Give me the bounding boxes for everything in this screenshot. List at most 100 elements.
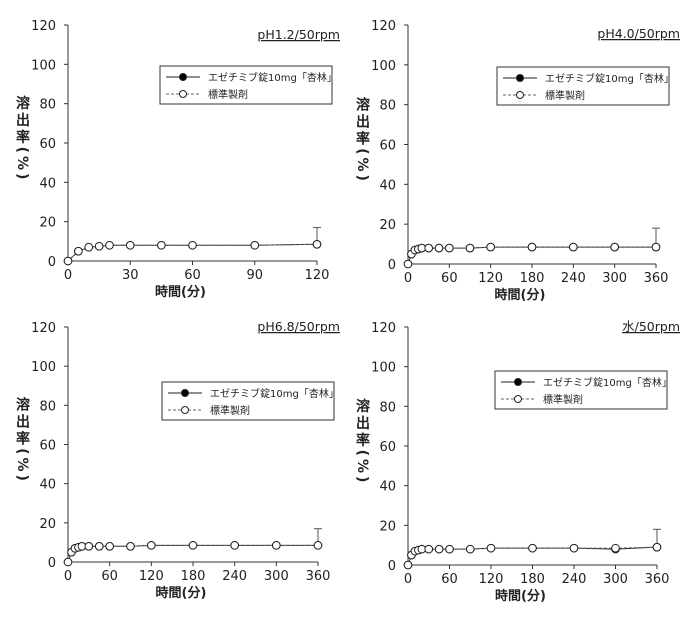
data-point [445, 544, 454, 554]
x-tick-label: 180 [520, 572, 545, 587]
data-point [105, 240, 114, 250]
data-point [94, 542, 104, 551]
data-point [434, 544, 444, 554]
y-axis-title: 溶出率(%) [14, 95, 30, 183]
legend-marker [181, 389, 189, 397]
y-tick-label: 60 [379, 440, 396, 455]
chart-panel-3: 0 20 40 60 80 100 120 0 60 120 180 240 300 360 時間(分) 溶出… [14, 319, 340, 601]
y-tick-label: 100 [31, 58, 56, 73]
legend-box [161, 381, 335, 421]
x-tick-label: 60 [441, 572, 458, 587]
data-point [403, 259, 413, 269]
legend-label-1: エゼチミブ錠10mg「杏林」 [545, 72, 674, 85]
legend-marker [516, 74, 524, 82]
legend-marker [179, 73, 187, 81]
x-tick-label: 120 [479, 572, 504, 587]
legend-label-2: 標準製剤 [545, 89, 585, 102]
legend: エゼチミブ錠10mg「杏林」標準製剤 [496, 66, 674, 106]
y-tick-label: 80 [379, 400, 396, 415]
data-point [126, 542, 135, 551]
y-tick-label: 120 [371, 19, 396, 34]
legend-box [159, 65, 333, 105]
x-tick-label: 300 [264, 569, 289, 584]
y-tick-label: 120 [31, 321, 56, 336]
x-tick-label: 240 [562, 572, 587, 587]
legend-box [496, 66, 670, 106]
data-point [63, 557, 73, 567]
x-tick-label: 120 [478, 271, 503, 286]
data-point [147, 541, 156, 550]
x-tick-label: 180 [520, 271, 545, 286]
panel-title: pH4.0/50rpm [597, 26, 680, 41]
y-tick-label: 80 [39, 399, 56, 414]
data-point [250, 240, 260, 250]
x-tick-label: 240 [222, 569, 247, 584]
data-point [313, 541, 323, 550]
legend-label-1: エゼチミブ錠10mg「杏林」 [210, 387, 339, 400]
y-tick-label: 120 [31, 19, 56, 34]
data-point [125, 240, 135, 250]
panel-title: pH6.8/50rpm [257, 319, 340, 334]
data-point [610, 242, 619, 252]
x-tick-label: 120 [305, 268, 330, 283]
x-axis-title: 時間(分) [495, 588, 546, 604]
data-point [527, 242, 537, 252]
y-axis-title: 溶出率(%) [14, 396, 30, 484]
legend-label-2: 標準製剤 [210, 404, 250, 417]
x-tick-label: 360 [644, 271, 669, 286]
y-tick-label: 60 [39, 439, 56, 454]
data-point [84, 542, 94, 551]
data-point [94, 241, 104, 251]
data-point [188, 541, 198, 550]
x-tick-label: 30 [122, 268, 139, 283]
data-point [403, 560, 413, 570]
y-tick-label: 100 [371, 361, 396, 376]
legend: エゼチミブ錠10mg「杏林」標準製剤 [161, 381, 339, 421]
data-point [445, 243, 454, 253]
data-point [105, 542, 114, 551]
legend-label-2: 標準製剤 [208, 88, 248, 101]
legend: エゼチミブ錠10mg「杏林」標準製剤 [159, 65, 337, 105]
legend: エゼチミブ錠10mg「杏林」標準製剤 [494, 370, 672, 410]
data-point [569, 242, 578, 252]
x-tick-label: 300 [602, 271, 627, 286]
legend-marker [181, 406, 189, 414]
x-axis-title: 時間(分) [495, 287, 546, 303]
legend-label-1: エゼチミブ錠10mg「杏林」 [543, 376, 672, 389]
x-tick-label: 60 [184, 268, 201, 283]
y-tick-label: 60 [39, 137, 56, 152]
x-tick-label: 360 [306, 569, 331, 584]
y-tick-label: 0 [48, 556, 56, 571]
legend-label-2: 標準製剤 [543, 393, 583, 406]
data-point [611, 543, 620, 553]
data-point [188, 240, 197, 250]
data-point [424, 243, 433, 253]
y-tick-label: 120 [371, 321, 396, 336]
data-point [652, 542, 662, 552]
panel-title: pH1.2/50rpm [257, 27, 340, 42]
legend-marker [516, 91, 524, 99]
data-point [63, 256, 73, 266]
data-point [74, 246, 83, 256]
y-tick-label: 40 [39, 478, 56, 493]
x-tick-label: 0 [64, 268, 72, 283]
y-axis-title: 溶出率(%) [354, 96, 370, 184]
y-tick-label: 0 [388, 559, 396, 574]
legend-label-1: エゼチミブ錠10mg「杏林」 [208, 71, 337, 84]
x-tick-label: 300 [603, 572, 628, 587]
x-tick-label: 0 [64, 569, 72, 584]
y-tick-label: 100 [371, 59, 396, 74]
x-tick-label: 90 [246, 268, 263, 283]
x-tick-label: 0 [404, 572, 412, 587]
legend-marker [179, 90, 187, 98]
series-line-2 [67, 243, 318, 262]
data-point [486, 242, 495, 252]
data-point [157, 240, 166, 250]
legend-marker [514, 395, 522, 403]
data-point [312, 239, 322, 249]
y-tick-label: 0 [388, 258, 396, 273]
y-tick-label: 40 [39, 176, 56, 191]
y-tick-label: 80 [379, 99, 396, 114]
data-point [465, 544, 475, 554]
